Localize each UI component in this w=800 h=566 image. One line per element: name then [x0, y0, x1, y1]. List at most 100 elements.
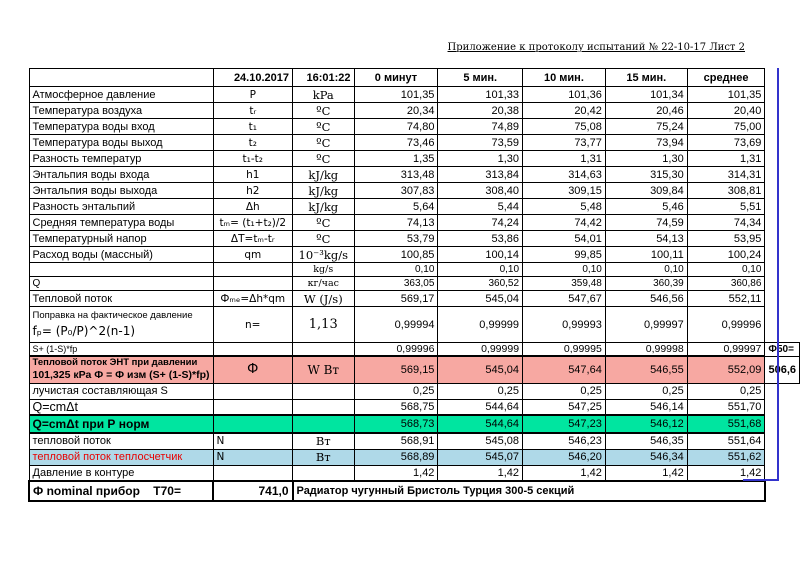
value-cell: 101,35 — [353, 86, 439, 103]
row-label: тепловой поток теплосчетчик — [28, 448, 214, 466]
row-unit — [292, 382, 355, 400]
row-unit: Вт — [292, 432, 355, 450]
row-symbol: N — [212, 448, 294, 466]
value-cell: 313,84 — [437, 166, 524, 183]
footer-radiator-description: Радиатор чугунный Бристоль Турция 300-5 … — [291, 480, 766, 502]
value-cell: 100,24 — [686, 246, 766, 263]
value-cell: 74,59 — [604, 214, 688, 231]
extra-cell — [764, 166, 800, 183]
value-cell: 20,40 — [686, 102, 766, 119]
value-cell: 101,34 — [604, 86, 688, 103]
row-unit: ºC — [292, 150, 355, 167]
value-cell: 314,63 — [522, 166, 606, 183]
row-label: Энтальпия воды входа — [28, 166, 214, 183]
value-cell: 546,20 — [522, 448, 606, 466]
table-row: Тепловой поток ЭНТ при давлении 101,325 к… — [28, 355, 800, 384]
row-symbol: tᵣ — [212, 102, 294, 119]
row-unit: kJ/kg — [292, 198, 355, 215]
table-row: Давление в контуре 1,42 1,42 1,42 1,42 1,42 — [28, 464, 800, 482]
value-cell: 74,13 — [353, 214, 439, 231]
value-cell: 5,51 — [686, 198, 766, 215]
row-unit — [292, 414, 355, 434]
row-label: лучистая составляющая S — [28, 382, 214, 400]
value-cell: 568,91 — [353, 432, 439, 450]
table-row: Энтальпия воды выхода h2 kJ/kg 307,83 308,40… — [28, 182, 800, 199]
header-empty-cell — [28, 68, 214, 87]
value-cell: 359,48 — [522, 276, 606, 291]
value-cell: 0,99995 — [522, 342, 606, 357]
table-row: kg/s 0,10 0,10 0,10 0,10 0,10 — [28, 262, 800, 277]
table-row: Q=cmΔt при Р норм 568,73 544,64 547,23 546,1… — [28, 414, 800, 434]
row-symbol: Ф — [212, 355, 294, 384]
value-cell: 568,73 — [353, 414, 439, 434]
footer-extra-cell — [764, 481, 800, 501]
extra-cell — [764, 102, 800, 119]
value-cell: 0,99993 — [522, 306, 606, 343]
extra-cell — [764, 415, 800, 433]
row-symbol — [212, 464, 294, 482]
row-unit: 1,13 — [292, 306, 355, 343]
value-cell: 547,67 — [522, 290, 606, 307]
extra-cell — [764, 306, 800, 343]
value-cell: 0,10 — [353, 262, 439, 277]
value-cell: 308,40 — [437, 182, 524, 199]
row-label: тепловой поток — [28, 432, 214, 450]
value-cell: 546,14 — [604, 398, 688, 416]
row-label: Q=cmΔt при Р норм — [28, 414, 214, 434]
value-cell: 547,23 — [522, 414, 606, 434]
row-symbol — [212, 414, 294, 434]
value-cell: 54,01 — [522, 230, 606, 247]
row-label-line2: fₚ= (P₀/P)^2(n-1) — [32, 324, 136, 338]
extra-cell — [764, 134, 800, 151]
document-header-note: Приложение к протоколу испытаний № 22-10… — [447, 42, 745, 53]
value-cell: 5,48 — [522, 198, 606, 215]
extra-cell — [764, 290, 800, 307]
value-cell: 551,68 — [686, 414, 766, 434]
value-cell: 551,64 — [686, 432, 766, 450]
header-col-5min: 5 мин. — [437, 68, 524, 87]
header-col-10min: 10 мин. — [522, 68, 606, 87]
value-cell: 0,25 — [604, 382, 688, 400]
measurement-table: 24.10.2017 16:01:22 0 минут 5 мин. 10 ми… — [27, 68, 800, 502]
value-cell: 5,64 — [353, 198, 439, 215]
row-label: Разность энтальпий — [28, 198, 214, 215]
row-label: Средняя температура воды — [28, 214, 214, 231]
extra-cell — [764, 262, 800, 277]
page-break-line-horizontal — [743, 479, 779, 481]
table-row: Разность энтальпий Δh kJ/kg 5,64 5,44 5,48 5,4… — [28, 198, 800, 215]
header-extra-cell — [764, 68, 800, 87]
value-cell: 54,13 — [604, 230, 688, 247]
value-cell: 1,30 — [604, 150, 688, 167]
table-row: Поправка на фактическое давление fₚ= (P₀/… — [28, 306, 800, 343]
extra-cell — [764, 383, 800, 399]
row-unit: W (J/s) — [292, 290, 355, 307]
value-cell: 0,10 — [437, 262, 524, 277]
value-cell: 74,89 — [437, 118, 524, 135]
table-row: лучистая составляющая S 0,25 0,25 0,25 0,25 0… — [28, 382, 800, 400]
value-cell: 308,81 — [686, 182, 766, 199]
row-symbol: n= — [212, 306, 294, 343]
value-cell: 546,34 — [604, 448, 688, 466]
value-cell: 360,86 — [686, 276, 766, 291]
extra-cell: Ф50= — [764, 342, 800, 357]
value-cell: 101,36 — [522, 86, 606, 103]
row-label: Температура воды вход — [28, 118, 214, 135]
table-row: тепловой поток теплосчетчик N Вт 568,89 545,… — [28, 448, 800, 466]
row-unit: ºC — [292, 134, 355, 151]
value-cell: 552,09 — [686, 355, 766, 384]
extra-cell — [764, 465, 800, 481]
value-cell: 5,46 — [604, 198, 688, 215]
row-unit: kJ/kg — [292, 182, 355, 199]
value-cell: 75,24 — [604, 118, 688, 135]
row-label: Температурный напор — [28, 230, 214, 247]
row-label: Расход воды (массный) — [28, 246, 214, 263]
row-label-line1: Тепловой поток ЭНТ при давлении — [32, 357, 198, 369]
table-row: тепловой поток N Вт 568,91 545,08 546,23 546,3… — [28, 432, 800, 450]
row-symbol: h2 — [212, 182, 294, 199]
value-cell: 0,99996 — [353, 342, 439, 357]
value-cell: 0,99998 — [604, 342, 688, 357]
value-cell: 75,00 — [686, 118, 766, 135]
value-cell: 100,14 — [437, 246, 524, 263]
value-cell: 309,84 — [604, 182, 688, 199]
value-cell: 309,15 — [522, 182, 606, 199]
